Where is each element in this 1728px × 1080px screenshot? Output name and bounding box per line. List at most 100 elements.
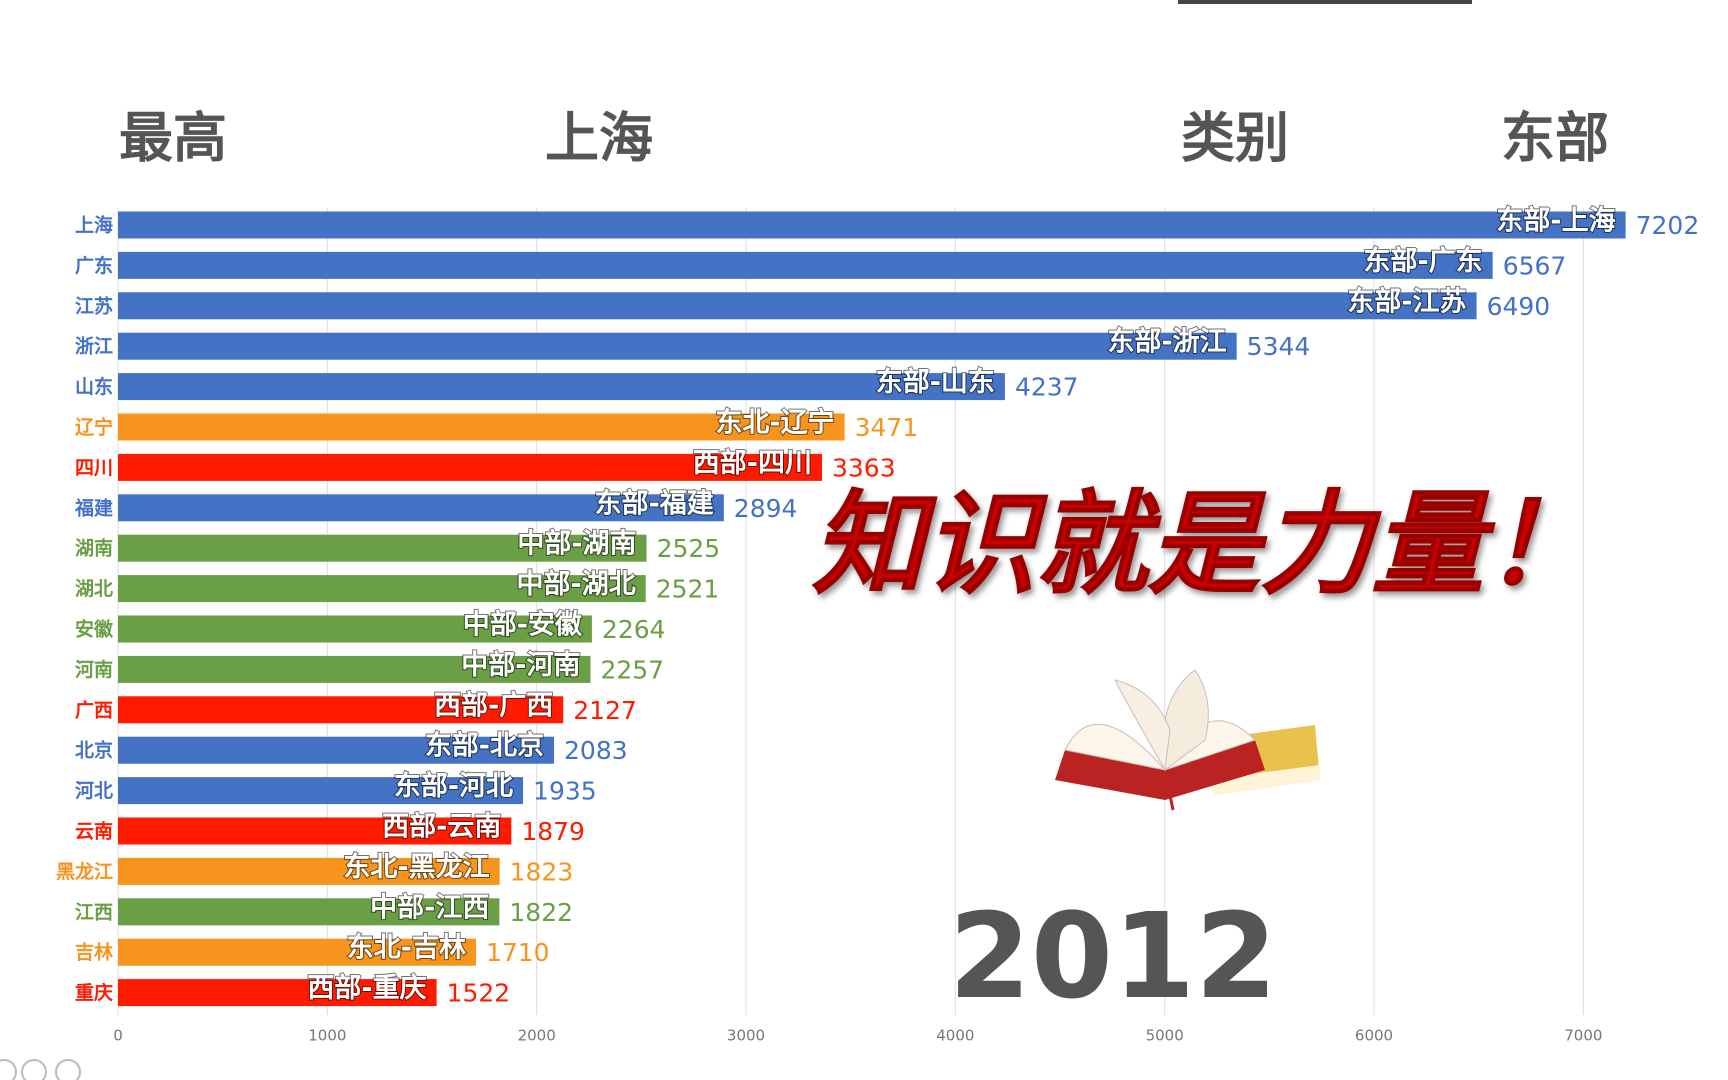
bar-region-label: 东北-辽宁 bbox=[715, 407, 834, 439]
value-label: 1822 bbox=[509, 898, 573, 927]
bar bbox=[118, 575, 646, 603]
bar bbox=[118, 292, 1477, 320]
bar-region-label: 中部-江西 bbox=[370, 891, 489, 923]
bar-region-label: 东北-黑龙江 bbox=[343, 851, 489, 883]
y-tick-label: 湖南 bbox=[75, 538, 113, 560]
y-tick-label: 广东 bbox=[75, 254, 113, 277]
top-bar bbox=[1178, 0, 1472, 4]
bar-region-label: 东部-河北 bbox=[394, 770, 513, 802]
value-label: 2264 bbox=[602, 615, 666, 644]
value-label: 2127 bbox=[573, 696, 637, 725]
bar-region-label: 东部-北京 bbox=[425, 730, 544, 762]
bar bbox=[118, 696, 564, 724]
value-label: 6567 bbox=[1503, 251, 1567, 280]
value-label: 2525 bbox=[657, 534, 721, 563]
value-label: 2083 bbox=[564, 736, 628, 765]
plot: 0 1000 2000 3000 4000 5000 6000 7000 东部-上海 7202 上海… bbox=[56, 204, 1700, 1045]
bar-region-label: 东部-福建 bbox=[595, 487, 714, 519]
y-tick-label: 吉林 bbox=[75, 941, 113, 964]
control-button[interactable] bbox=[0, 1059, 17, 1080]
x-tick-label: 1000 bbox=[308, 1027, 346, 1045]
bar bbox=[118, 453, 822, 481]
bar-region-label: 东部-浙江 bbox=[1107, 326, 1226, 358]
bar bbox=[118, 373, 1005, 401]
y-tick-label: 云南 bbox=[75, 821, 113, 843]
value-label: 2894 bbox=[734, 494, 798, 523]
header-right-value: 东部 bbox=[1501, 107, 1609, 170]
bar-region-label: 西部-广西 bbox=[434, 689, 553, 721]
x-tick-label: 6000 bbox=[1355, 1027, 1393, 1045]
bar bbox=[118, 655, 591, 683]
y-tick-label: 广西 bbox=[75, 698, 113, 721]
y-tick-label: 上海 bbox=[75, 214, 113, 237]
bar bbox=[118, 898, 500, 926]
y-tick-label: 福建 bbox=[74, 496, 113, 519]
y-tick-label: 四川 bbox=[75, 457, 113, 479]
value-label: 3363 bbox=[832, 453, 896, 482]
bar bbox=[118, 979, 437, 1007]
controls[interactable] bbox=[0, 1059, 81, 1080]
bar-region-label: 中部-安徽 bbox=[463, 609, 583, 641]
bar bbox=[118, 494, 724, 522]
bar-region-label: 东部-上海 bbox=[1496, 205, 1615, 237]
value-label: 1823 bbox=[510, 857, 574, 886]
x-tick-label: 3000 bbox=[727, 1027, 765, 1045]
y-tick-label: 重庆 bbox=[75, 981, 113, 1004]
bar-region-label: 中部-湖南 bbox=[517, 528, 636, 560]
y-tick-label: 河北 bbox=[75, 780, 113, 802]
header-left-label: 最高 bbox=[119, 107, 227, 170]
bar-region-label: 西部-四川 bbox=[693, 447, 812, 479]
y-tick-label: 江西 bbox=[75, 901, 113, 923]
value-label: 4237 bbox=[1015, 373, 1079, 402]
control-button[interactable] bbox=[55, 1059, 81, 1080]
bar-region-label: 东部-广东 bbox=[1363, 245, 1482, 277]
bar bbox=[118, 777, 524, 805]
y-tick-label: 安徽 bbox=[75, 618, 114, 641]
bar bbox=[118, 332, 1237, 360]
value-label: 1522 bbox=[447, 979, 511, 1008]
y-tick-label: 浙江 bbox=[75, 335, 113, 358]
bar bbox=[118, 534, 647, 562]
y-tick-label: 湖北 bbox=[75, 578, 113, 600]
bar-region-label: 东部-山东 bbox=[876, 366, 995, 398]
y-tick-label: 河南 bbox=[75, 659, 113, 681]
slogan: 知识就是力量！ bbox=[812, 480, 1596, 610]
bar-region-label: 中部-河南 bbox=[461, 649, 580, 681]
value-label: 5344 bbox=[1247, 332, 1311, 361]
value-label: 2521 bbox=[656, 575, 720, 604]
bar-region-label: 西部-云南 bbox=[382, 811, 501, 843]
control-button[interactable] bbox=[21, 1059, 47, 1080]
value-label: 1935 bbox=[533, 777, 597, 806]
x-tick-label: 4000 bbox=[936, 1027, 974, 1045]
bar bbox=[118, 817, 512, 845]
bar bbox=[118, 938, 476, 966]
bar-region-label: 西部-重庆 bbox=[307, 972, 426, 1004]
y-tick-label: 黑龙江 bbox=[56, 860, 113, 883]
bar-region-label: 东北-吉林 bbox=[347, 932, 466, 964]
bar-region-label: 中部-湖北 bbox=[517, 568, 636, 600]
y-tick-label: 江苏 bbox=[75, 294, 113, 317]
x-tick-label: 7000 bbox=[1564, 1027, 1602, 1045]
value-label: 2257 bbox=[600, 655, 664, 684]
x-tick-label: 0 bbox=[113, 1027, 123, 1045]
x-tick-label: 2000 bbox=[518, 1027, 556, 1045]
value-label: 1710 bbox=[486, 938, 550, 967]
year-label: 2012 bbox=[949, 887, 1277, 1025]
value-label: 3471 bbox=[855, 413, 919, 442]
header-right-label: 类别 bbox=[1181, 107, 1289, 170]
bar-region-label: 东部-江苏 bbox=[1347, 285, 1466, 317]
bar bbox=[118, 615, 592, 643]
bar bbox=[118, 413, 845, 441]
value-label: 7202 bbox=[1636, 211, 1700, 240]
book-icon bbox=[1055, 669, 1320, 811]
bar bbox=[118, 857, 500, 885]
bar bbox=[118, 251, 1493, 279]
x-tick-label: 5000 bbox=[1146, 1027, 1184, 1045]
value-label: 6490 bbox=[1487, 292, 1551, 321]
y-tick-label: 辽宁 bbox=[75, 416, 113, 439]
value-label: 1879 bbox=[521, 817, 585, 846]
bar bbox=[118, 736, 555, 764]
bar bbox=[118, 211, 1626, 239]
y-tick-label: 北京 bbox=[75, 739, 113, 762]
